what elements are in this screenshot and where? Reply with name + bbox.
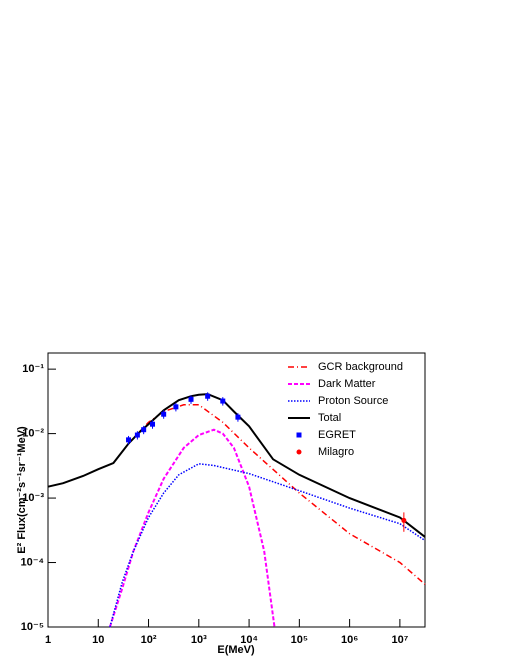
- x-axis-label: E(MeV): [217, 644, 255, 656]
- legend-label: GCR background: [318, 361, 403, 373]
- series-line: [109, 463, 426, 628]
- x-tick-label: 10: [92, 634, 104, 646]
- point: [134, 432, 140, 438]
- legend-swatch: [296, 449, 302, 455]
- point: [141, 427, 147, 433]
- series-line: [108, 428, 276, 628]
- legend-label: Dark Matter: [318, 378, 376, 390]
- legend-label: Milagro: [318, 446, 354, 458]
- x-tick-label: 10⁵: [291, 634, 308, 646]
- x-tick-label: 10⁷: [391, 634, 408, 646]
- x-tick-label: 10²: [141, 634, 157, 646]
- x-tick-label: 10⁶: [341, 634, 358, 646]
- point: [161, 411, 167, 417]
- point: [220, 398, 226, 404]
- x-tick-label: 10⁴: [240, 634, 258, 646]
- point: [173, 404, 179, 410]
- point: [235, 414, 241, 420]
- y-tick-label: 10⁻²: [22, 428, 44, 440]
- legend-label: Proton Source: [318, 395, 388, 407]
- y-tick-label: 10⁻⁵: [21, 621, 44, 633]
- series-line: [127, 404, 426, 585]
- x-tick-label: 1: [45, 634, 51, 646]
- legend-swatch: [296, 432, 302, 438]
- y-tick-label: 10⁻⁴: [21, 556, 44, 568]
- point: [150, 421, 156, 427]
- legend-label: Total: [318, 412, 341, 424]
- point: [126, 437, 132, 443]
- plot-frame: [47, 352, 426, 628]
- y-tick-label: 10⁻¹: [22, 363, 44, 375]
- point: [205, 393, 211, 399]
- x-tick-label: 10³: [191, 634, 207, 646]
- y-axis-label: E² Flux(cm⁻²s⁻¹sr⁻¹MeV): [16, 426, 28, 554]
- legend-label: EGRET: [318, 429, 356, 441]
- point: [188, 396, 194, 402]
- point: [401, 517, 407, 523]
- y-tick-label: 10⁻³: [22, 492, 44, 504]
